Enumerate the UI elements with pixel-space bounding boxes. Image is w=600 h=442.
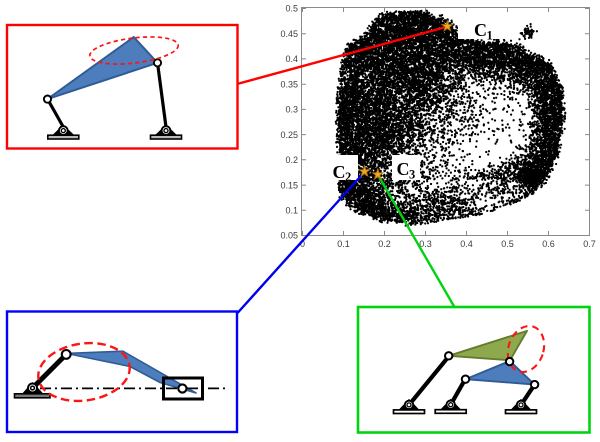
svg-text:0.1: 0.1 [285, 206, 298, 216]
svg-text:0: 0 [300, 239, 305, 249]
svg-text:0.5: 0.5 [285, 4, 298, 14]
svg-text:0.4: 0.4 [285, 54, 298, 64]
svg-text:0.1: 0.1 [337, 239, 350, 249]
svg-text:C: C [397, 159, 410, 179]
svg-text:1: 1 [487, 29, 493, 43]
svg-text:0.2: 0.2 [378, 239, 391, 249]
svg-text:C: C [333, 162, 346, 182]
svg-text:0.4: 0.4 [460, 239, 473, 249]
svg-text:0.5: 0.5 [501, 239, 514, 249]
svg-text:0.3: 0.3 [285, 105, 298, 115]
svg-text:0.15: 0.15 [280, 180, 298, 190]
svg-text:0.3: 0.3 [419, 239, 432, 249]
svg-text:0.6: 0.6 [542, 239, 555, 249]
svg-text:0.25: 0.25 [280, 130, 298, 140]
svg-text:0.2: 0.2 [285, 155, 298, 165]
svg-text:0.05: 0.05 [280, 231, 298, 241]
svg-text:C: C [474, 20, 487, 40]
svg-text:2: 2 [345, 170, 351, 184]
svg-text:0.7: 0.7 [583, 239, 596, 249]
svg-text:0.35: 0.35 [280, 79, 298, 89]
svg-text:0.45: 0.45 [280, 29, 298, 39]
svg-text:3: 3 [409, 168, 415, 182]
